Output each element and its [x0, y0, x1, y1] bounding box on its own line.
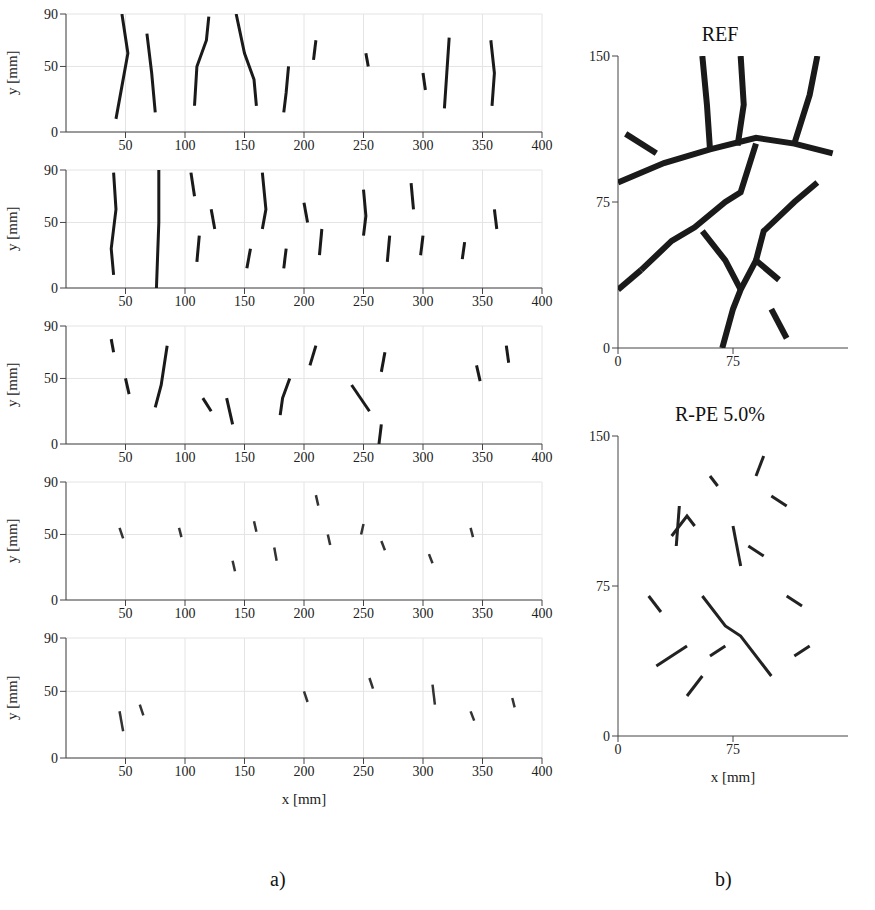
svg-text:300: 300 [413, 764, 434, 779]
svg-text:300: 300 [413, 606, 434, 621]
svg-text:150: 150 [589, 429, 610, 444]
svg-text:50: 50 [119, 294, 133, 309]
html-text:a): a) [270, 868, 286, 890]
svg-text:50: 50 [119, 764, 133, 779]
svg-text:50: 50 [44, 59, 58, 74]
svg-text:50: 50 [119, 138, 133, 153]
svg-text:200: 200 [294, 606, 315, 621]
svg-text:0: 0 [615, 742, 622, 757]
svg-text:250: 250 [353, 294, 374, 309]
svg-text:400: 400 [532, 138, 553, 153]
svg-text:x [mm]: x [mm] [711, 769, 756, 785]
svg-text:50: 50 [44, 527, 58, 542]
svg-text:75: 75 [726, 354, 740, 369]
svg-text:400: 400 [532, 450, 553, 465]
svg-text:300: 300 [413, 138, 434, 153]
svg-text:250: 250 [353, 764, 374, 779]
html-text:REF: REF [701, 23, 739, 45]
svg-text:50: 50 [44, 215, 58, 230]
svg-text:100: 100 [175, 138, 196, 153]
svg-text:150: 150 [234, 294, 255, 309]
svg-text:x [mm]: x [mm] [282, 791, 327, 807]
svg-text:300: 300 [413, 450, 434, 465]
svg-text:75: 75 [596, 579, 610, 594]
svg-text:100: 100 [175, 764, 196, 779]
svg-text:75: 75 [726, 742, 740, 757]
svg-text:90: 90 [44, 475, 58, 490]
svg-text:90: 90 [44, 631, 58, 646]
html-text:b): b) [715, 868, 732, 890]
svg-text:100: 100 [175, 294, 196, 309]
svg-text:350: 350 [472, 606, 493, 621]
svg-text:350: 350 [472, 138, 493, 153]
svg-text:75: 75 [596, 195, 610, 210]
svg-text:0: 0 [51, 281, 58, 296]
svg-text:200: 200 [294, 138, 315, 153]
svg-text:0: 0 [615, 354, 622, 369]
svg-text:200: 200 [294, 450, 315, 465]
svg-text:150: 150 [234, 764, 255, 779]
svg-text:0: 0 [51, 751, 58, 766]
svg-text:350: 350 [472, 764, 493, 779]
svg-text:50: 50 [44, 371, 58, 386]
svg-text:0: 0 [51, 437, 58, 452]
svg-text:250: 250 [353, 450, 374, 465]
html-text:R-PE 5.0%: R-PE 5.0% [675, 403, 765, 425]
svg-text:y [mm]: y [mm] [4, 518, 20, 563]
svg-text:y [mm]: y [mm] [4, 362, 20, 407]
svg-text:90: 90 [44, 163, 58, 178]
svg-text:0: 0 [603, 341, 610, 356]
svg-text:100: 100 [175, 606, 196, 621]
svg-text:50: 50 [119, 450, 133, 465]
svg-text:0: 0 [51, 125, 58, 140]
svg-text:400: 400 [532, 764, 553, 779]
svg-text:0: 0 [603, 729, 610, 744]
svg-text:350: 350 [472, 450, 493, 465]
svg-text:50: 50 [119, 606, 133, 621]
svg-text:300: 300 [413, 294, 434, 309]
svg-text:150: 150 [234, 450, 255, 465]
svg-text:200: 200 [294, 764, 315, 779]
svg-text:90: 90 [44, 319, 58, 334]
svg-text:y [mm]: y [mm] [4, 206, 20, 251]
svg-text:50: 50 [44, 684, 58, 699]
svg-text:150: 150 [589, 49, 610, 64]
svg-text:400: 400 [532, 606, 553, 621]
svg-text:150: 150 [234, 606, 255, 621]
svg-text:400: 400 [532, 294, 553, 309]
svg-text:200: 200 [294, 294, 315, 309]
svg-text:y [mm]: y [mm] [4, 675, 20, 720]
svg-text:100: 100 [175, 450, 196, 465]
svg-text:150: 150 [234, 138, 255, 153]
svg-text:y [mm]: y [mm] [4, 50, 20, 95]
svg-text:250: 250 [353, 138, 374, 153]
svg-text:0: 0 [51, 593, 58, 608]
svg-text:250: 250 [353, 606, 374, 621]
svg-text:90: 90 [44, 7, 58, 22]
svg-text:350: 350 [472, 294, 493, 309]
